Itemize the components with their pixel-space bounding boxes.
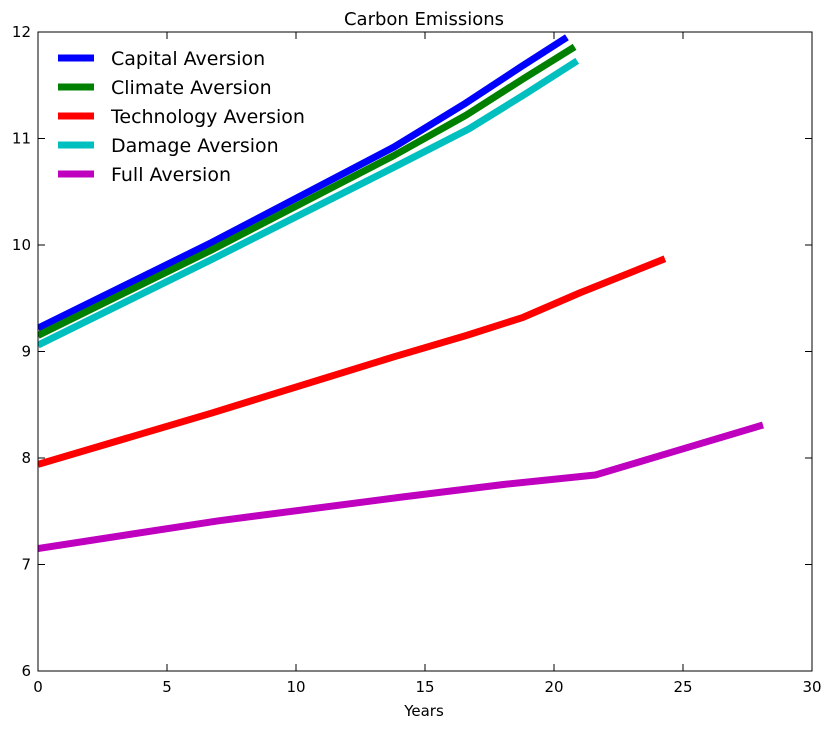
series-line-2 [38, 255, 667, 468]
plot-area: 0 5 10 15 20 25 30 6 7 8 9 10 11 12 [12, 23, 822, 696]
x-tick-label-0: 0 [33, 678, 43, 696]
legend-label-1: Climate Aversion [111, 77, 272, 99]
legend: Capital Aversion Climate Aversion Technolo… [58, 48, 305, 186]
x-tick-label-4: 20 [544, 678, 563, 696]
y-tick-label-4: 10 [12, 236, 31, 254]
y-tick-label-0: 6 [21, 662, 31, 680]
x-tick-label-3: 15 [415, 678, 434, 696]
legend-label-3: Damage Aversion [111, 135, 279, 157]
y-tick-label-2: 8 [21, 449, 31, 467]
series-line-4 [38, 421, 765, 552]
x-tick-label-5: 25 [673, 678, 692, 696]
series-line-0 [38, 34, 569, 332]
legend-label-0: Capital Aversion [111, 48, 265, 70]
legend-label-2: Technology Aversion [110, 106, 305, 128]
series-line-1 [38, 43, 577, 339]
x-tick-label-1: 5 [162, 678, 172, 696]
chart-title: Carbon Emissions [344, 9, 504, 30]
x-tick-label-6: 30 [802, 678, 821, 696]
y-tick-label-1: 7 [21, 556, 31, 574]
series-lines [38, 34, 765, 552]
y-tick-label-3: 9 [21, 343, 31, 361]
series-line-3 [38, 57, 580, 349]
y-tick-label-6: 12 [12, 23, 31, 41]
y-tick-label-5: 11 [12, 130, 31, 148]
legend-label-4: Full Aversion [111, 164, 231, 186]
x-axis-label: Years [403, 702, 444, 720]
x-tick-label-2: 10 [286, 678, 305, 696]
